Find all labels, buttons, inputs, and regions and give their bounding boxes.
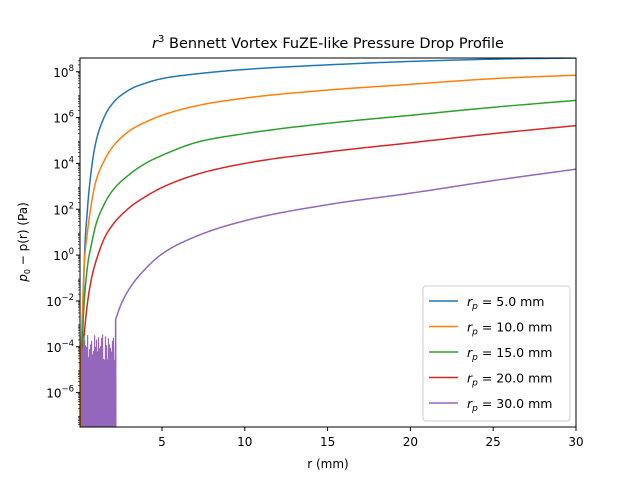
series-layer xyxy=(80,58,576,427)
y-tick-label: 100 xyxy=(53,247,74,263)
legend-label: rp = 15.0 mm xyxy=(467,345,552,363)
x-axis-label: r (mm) xyxy=(307,457,349,471)
legend-value: = 20.0 mm xyxy=(478,371,553,386)
legend-box xyxy=(422,285,571,422)
series-line xyxy=(114,168,576,427)
x-axis-ticks: 5 10 15 20 25 30 xyxy=(158,427,584,449)
y-tick-exp: 6 xyxy=(69,110,74,120)
y-tick-label: 104 xyxy=(53,155,74,171)
legend-subscript: p xyxy=(471,353,478,363)
x-tick-label: 10 xyxy=(237,435,252,449)
chart-title-exp: 3 xyxy=(158,34,164,45)
y-tick-base: 10 xyxy=(53,157,68,171)
y-tick-label: 102 xyxy=(53,201,74,217)
y-tick-exp: −6 xyxy=(61,385,74,395)
legend-symbol: r xyxy=(467,294,473,309)
series-line xyxy=(81,58,576,427)
y-tick-exp: 8 xyxy=(69,64,74,74)
legend-value: = 30.0 mm xyxy=(478,396,553,411)
x-tick-label: 20 xyxy=(403,435,418,449)
legend-label: rp = 5.0 mm xyxy=(467,294,545,312)
x-tick-label: 30 xyxy=(568,435,583,449)
legend-value: = 5.0 mm xyxy=(478,294,545,309)
legend-value: = 10.0 mm xyxy=(478,320,553,335)
series-line xyxy=(82,124,576,427)
y-label-p0-base: p xyxy=(16,274,30,283)
series-line xyxy=(80,74,576,427)
y-tick-label: 106 xyxy=(53,110,74,126)
y-tick-base: 10 xyxy=(46,295,61,309)
x-tick-label: 5 xyxy=(158,435,166,449)
y-tick-base: 10 xyxy=(53,249,68,263)
chart-title-rest: Bennett Vortex FuZE-like Pressure Drop P… xyxy=(164,36,504,52)
legend-symbol: r xyxy=(467,396,473,411)
legend-subscript: p xyxy=(471,404,478,414)
legend-symbol: r xyxy=(467,320,473,335)
y-tick-base: 10 xyxy=(53,112,68,126)
y-tick-exp: 4 xyxy=(69,155,74,165)
noise-trace xyxy=(81,319,117,427)
y-tick-exp: 2 xyxy=(69,201,74,211)
y-tick-base: 10 xyxy=(53,203,68,217)
legend-label: rp = 20.0 mm xyxy=(467,371,552,389)
y-tick-exp: 0 xyxy=(69,247,74,257)
y-tick-exp: −2 xyxy=(61,293,74,303)
y-tick-base: 10 xyxy=(53,66,68,80)
series-line xyxy=(80,99,576,427)
y-tick-base: 10 xyxy=(46,341,61,355)
legend-label: rp = 10.0 mm xyxy=(467,320,552,338)
y-tick-exp: −4 xyxy=(61,339,74,349)
legend-symbol: r xyxy=(467,345,473,360)
x-tick-label: 15 xyxy=(320,435,335,449)
y-tick-label: 10−6 xyxy=(46,385,74,401)
y-axis-label: p0 − p(r) (Pa) xyxy=(16,202,32,283)
chart-title: r3 Bennett Vortex FuZE-like Pressure Dro… xyxy=(152,34,504,52)
y-tick-label: 108 xyxy=(53,64,74,80)
y-label-rest: − p(r) (Pa) xyxy=(16,202,30,269)
legend-subscript: p xyxy=(471,379,478,389)
y-label-p0-sub: 0 xyxy=(23,269,32,274)
y-tick-label: 10−4 xyxy=(46,339,74,355)
legend-subscript: p xyxy=(471,302,478,312)
legend-value: = 15.0 mm xyxy=(478,345,553,360)
legend-subscript: p xyxy=(471,328,478,338)
y-tick-label: 10−2 xyxy=(46,293,74,309)
legend-label: rp = 30.0 mm xyxy=(467,396,552,414)
legend-symbol: r xyxy=(467,371,473,386)
x-tick-label: 25 xyxy=(486,435,501,449)
y-tick-base: 10 xyxy=(46,387,61,401)
chart-title-r: r xyxy=(152,36,159,52)
